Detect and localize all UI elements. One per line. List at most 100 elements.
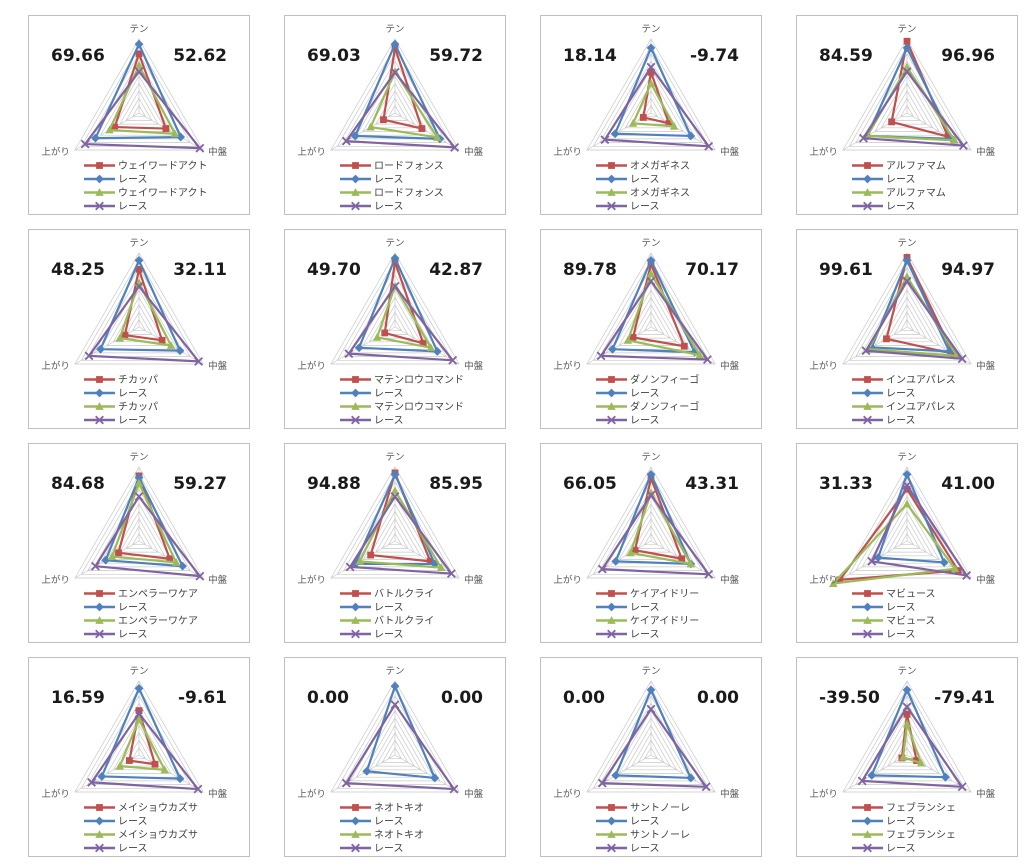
grid-ring: [330, 680, 460, 793]
grid-ring: [387, 746, 403, 760]
legend-square-marker: [864, 376, 871, 383]
triangle-marker: [171, 558, 181, 566]
square-marker: [158, 336, 166, 344]
legend-label: レース: [630, 844, 660, 855]
right-value: 43.31: [685, 474, 739, 494]
grid-spoke: [586, 326, 652, 365]
grid-ring: [893, 311, 921, 335]
series-4: [84, 281, 204, 366]
square-marker: [125, 757, 133, 764]
grid-ring: [368, 510, 422, 557]
square-marker: [135, 707, 143, 714]
legend-label: レース: [374, 603, 404, 614]
series-line: [611, 259, 696, 354]
x-marker: [446, 569, 456, 578]
triangle-marker: [115, 761, 124, 770]
legend-x-marker: [863, 201, 872, 211]
radar-chart-cell-14: 0.00 0.00 テン 中盤 上がり ネオトキオ レース ネオトキオ レース: [284, 657, 506, 857]
grid-ring: [880, 724, 934, 771]
legend-triangle-marker: [607, 616, 616, 624]
radar-chart-cell-13: 16.59 -9.61 テン 中盤 上がり メイショウカズサ レース メイショウカズサ レース: [28, 657, 250, 857]
legend-item-3: フェブランシェ: [852, 828, 956, 841]
left-value: 66.05: [563, 474, 617, 494]
legend-triangle-marker: [863, 188, 872, 196]
legend-label: ロードフォンス: [374, 188, 444, 199]
axis-label-agari: 上がり: [297, 360, 326, 372]
grid-ring: [611, 281, 691, 350]
left-value: 18.14: [563, 46, 617, 66]
grid-spoke: [394, 326, 460, 365]
grid-ring: [643, 746, 659, 760]
grid-ring: [125, 97, 153, 121]
radar-chart-cell-11: 66.05 43.31 テン 中盤 上がり ケイアイドリー レース ケイアイドリー レース: [540, 443, 762, 643]
right-value: 59.72: [429, 46, 483, 66]
legend-label: サントノーレ: [630, 829, 690, 841]
grid-ring: [80, 473, 198, 575]
legend-triangle-marker: [95, 188, 104, 196]
axis-label-ten: テン: [129, 24, 148, 35]
x-marker: [702, 355, 712, 364]
diamond-marker: [134, 684, 144, 693]
x-marker: [341, 778, 351, 788]
grid-ring: [893, 525, 921, 549]
legend-diamond-marker: [863, 174, 872, 184]
legend-label: レース: [118, 389, 148, 400]
axis-label-chuban: 中盤: [464, 360, 484, 372]
legend-item-3: マビュース: [852, 615, 936, 627]
legend-item-4: レース: [852, 630, 916, 641]
axis-label-ten: テン: [897, 24, 916, 35]
legend-item-3: ダノンフィーゴ: [596, 400, 699, 413]
square-marker: [121, 331, 129, 339]
series-3: [105, 61, 180, 138]
x-marker: [596, 351, 606, 361]
legend-label: レース: [374, 844, 404, 855]
axis-label-agari: 上がり: [41, 788, 70, 800]
legend-item-1: チカッパ: [84, 374, 158, 386]
series-3: [829, 499, 960, 587]
axis-label-chuban: 中盤: [464, 146, 484, 158]
legend-label: ネオトキオ: [374, 829, 424, 841]
x-marker: [962, 570, 972, 580]
legend-square-marker: [608, 376, 615, 383]
triangle-marker: [160, 765, 169, 774]
legend-diamond-marker: [95, 602, 104, 612]
grid-spoke: [138, 112, 204, 151]
grid-ring: [899, 532, 915, 546]
triangle-marker: [166, 341, 176, 349]
left-value: 89.78: [563, 260, 617, 280]
x-marker: [597, 564, 607, 574]
legend-item-4: レース: [852, 202, 916, 213]
square-marker: [944, 133, 952, 141]
x-marker: [902, 481, 912, 490]
legend-item-2: レース: [340, 603, 404, 614]
diamond-marker: [611, 556, 621, 566]
legend-label: ネオトキオ: [374, 802, 424, 814]
legend-item-3: ロードフォンス: [340, 188, 444, 199]
legend-label: レース: [630, 202, 660, 213]
series-line: [870, 259, 951, 353]
x-marker: [902, 276, 912, 286]
series-3: [626, 488, 695, 568]
series-line: [94, 495, 201, 578]
x-marker: [195, 571, 205, 581]
grid-spoke: [586, 754, 652, 793]
legend-label: レース: [630, 389, 660, 400]
legend-item-1: エンペラーワケア: [84, 588, 198, 600]
square-marker: [426, 557, 434, 565]
diamond-marker: [941, 772, 950, 782]
legend-square-marker: [96, 590, 103, 597]
series-line: [345, 71, 456, 149]
triangle-marker: [916, 758, 926, 767]
legend-square-marker: [352, 162, 359, 169]
left-value: 0.00: [307, 688, 349, 708]
legend-item-2: レース: [596, 817, 660, 828]
legend-item-4: レース: [84, 844, 148, 855]
square-marker: [836, 576, 844, 584]
legend-x-marker: [351, 629, 360, 639]
square-marker: [380, 116, 387, 124]
legend-item-2: レース: [84, 175, 148, 186]
grid-spoke: [330, 754, 396, 793]
legend-diamond-marker: [95, 388, 104, 398]
